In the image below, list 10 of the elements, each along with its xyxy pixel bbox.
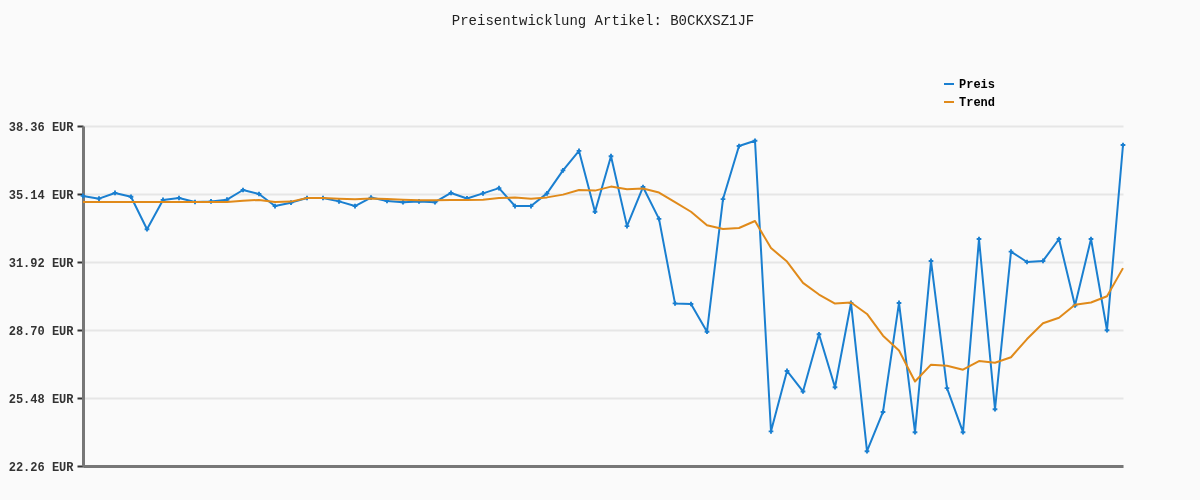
legend-label: Trend [959, 96, 996, 110]
y-tick-label: 22.26 EUR [8, 460, 75, 475]
line-series [82, 185, 1124, 383]
chart-title: Preisentwicklung Artikel: B0CKXSZ1JF [451, 13, 755, 29]
y-tick-label: 31.92 EUR [8, 256, 75, 271]
legend-label: Preis [959, 78, 996, 92]
y-tick-label: 25.48 EUR [8, 392, 75, 407]
y-tick-label: 38.36 EUR [8, 120, 75, 135]
y-tick-label: 35.14 EUR [8, 188, 75, 203]
y-tick-label: 28.70 EUR [8, 324, 75, 339]
